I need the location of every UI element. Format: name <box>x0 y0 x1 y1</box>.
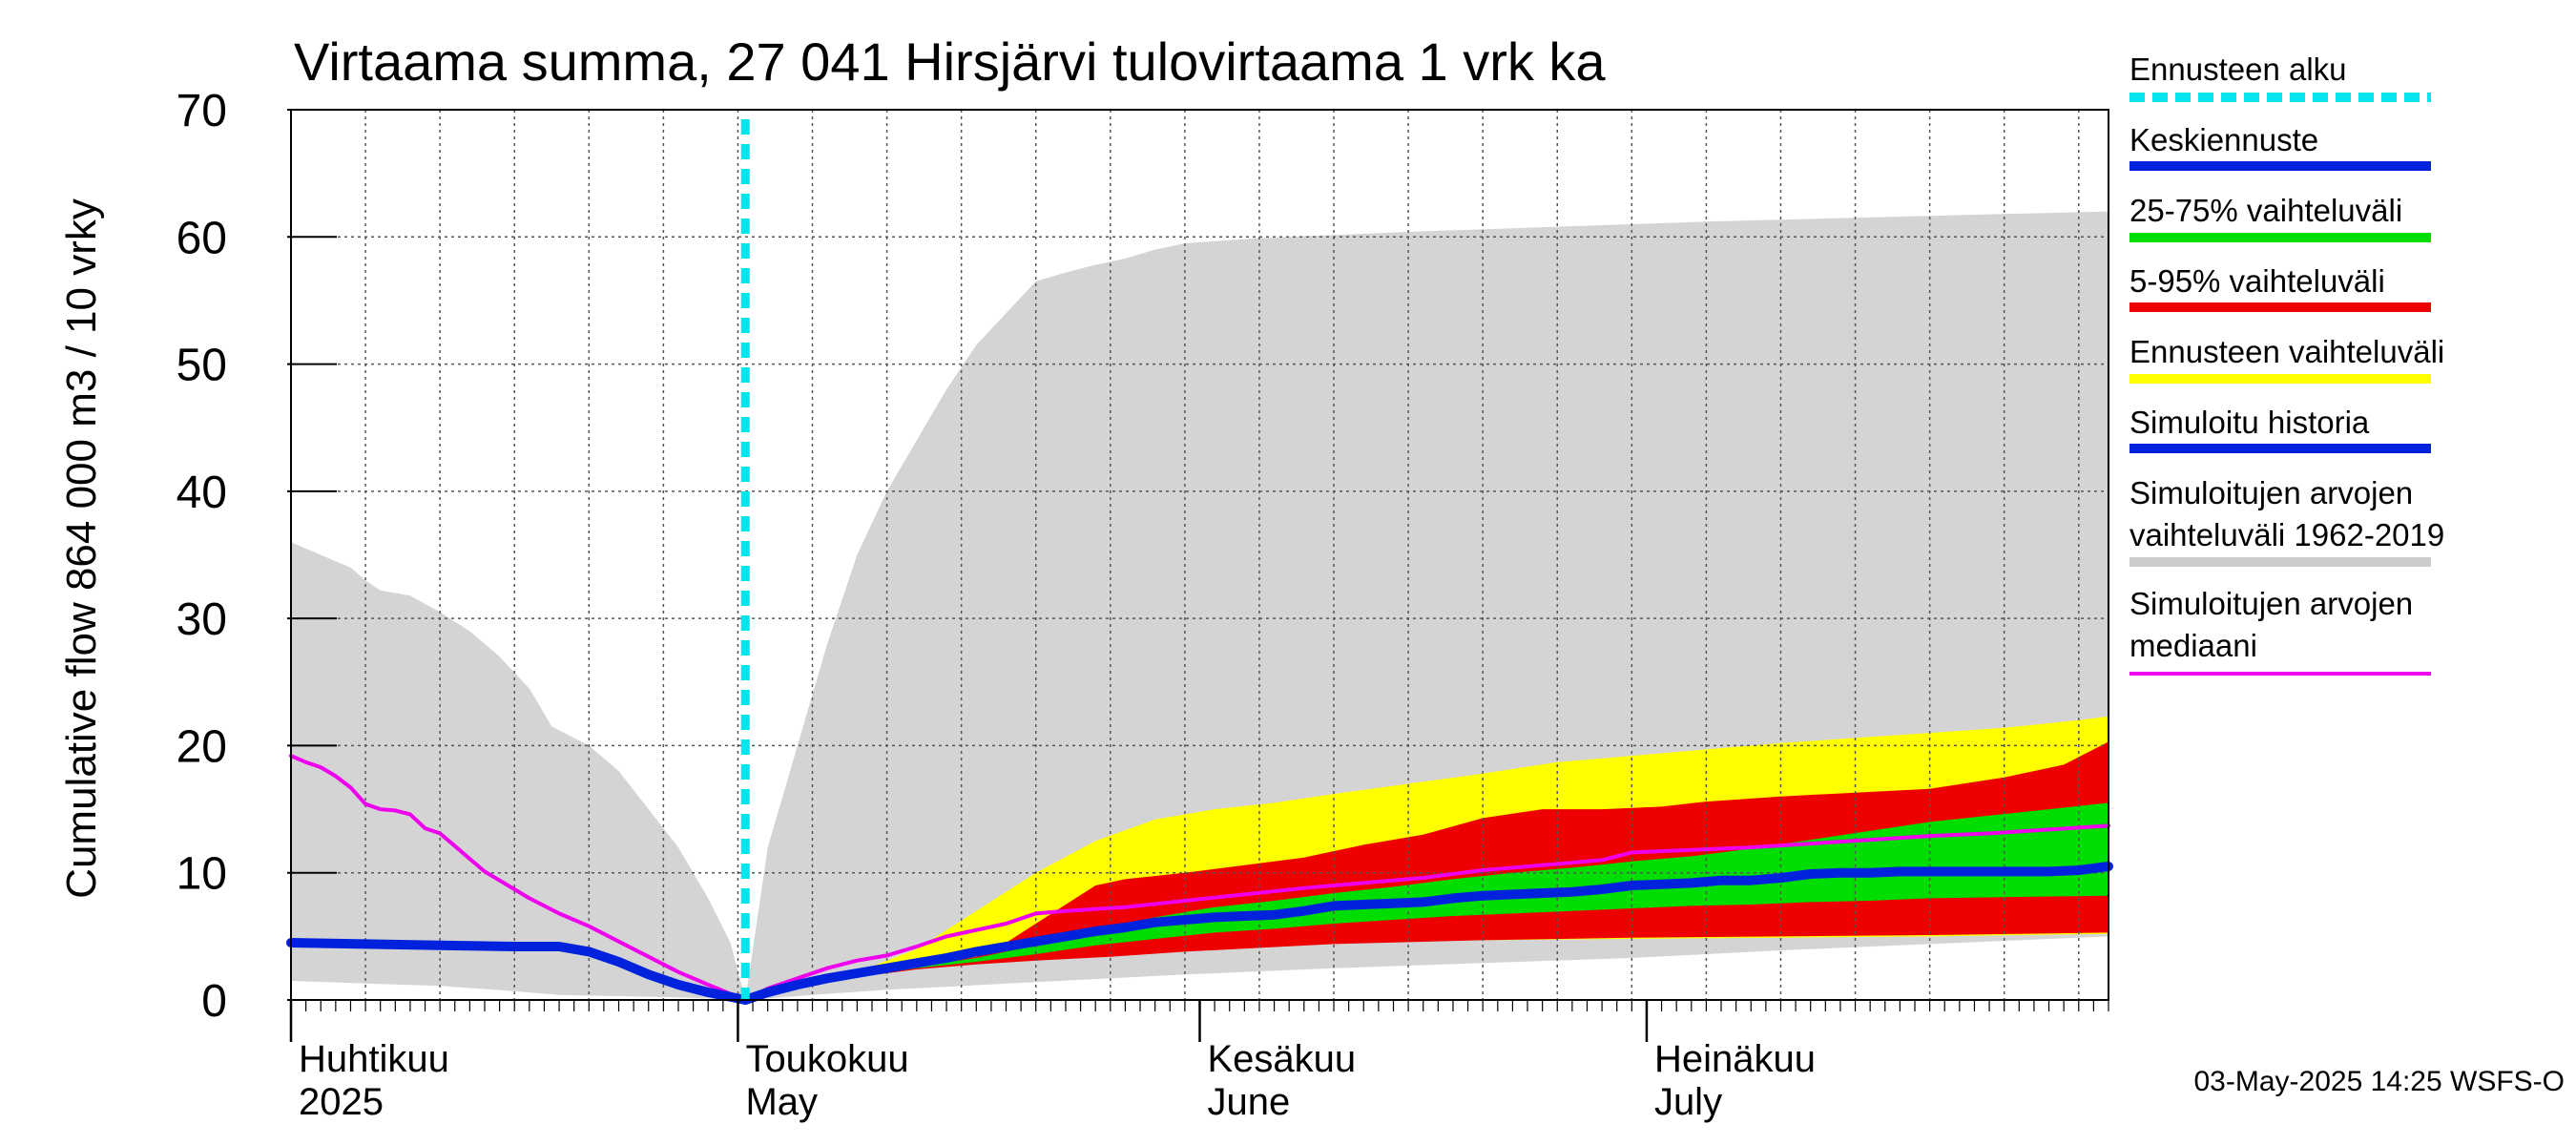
y-tick-label: 50 <box>177 341 227 391</box>
mean-forecast-line <box>740 862 2113 1005</box>
legend-label: Simuloitujen arvojen <box>2129 475 2413 510</box>
legend: Ennusteen alku Keskiennuste 25-75% vaihtel… <box>2129 52 2444 676</box>
month-label-fi: Kesäkuu <box>1208 1038 1357 1080</box>
legend-label: 25-75% vaihteluväli <box>2129 193 2402 228</box>
month-label-fi: Heinäkuu <box>1654 1038 1816 1080</box>
y-tick-label: 30 <box>177 594 227 645</box>
simulated-history-line <box>286 938 751 1005</box>
y-ticks: 0 10 20 30 40 50 60 70 <box>177 86 227 1027</box>
y-tick-label: 0 <box>201 976 227 1027</box>
y-tick-label: 60 <box>177 213 227 263</box>
y-axis-label: Cumulative flow 864 000 m3 / 10 vrky <box>58 198 105 899</box>
legend-label: Ennusteen alku <box>2129 52 2347 87</box>
month-label-en: May <box>745 1081 818 1123</box>
legend-label: vaihteluväli 1962-2019 <box>2129 517 2444 552</box>
month-label-fi: Huhtikuu <box>299 1038 449 1080</box>
chart-title: Virtaama summa, 27 041 Hirsjärvi tulovir… <box>294 31 1606 92</box>
y-tick-label: 70 <box>177 86 227 136</box>
y-tick-label: 20 <box>177 721 227 772</box>
month-label-fi: Toukokuu <box>745 1038 908 1080</box>
month-label-en: July <box>1654 1081 1722 1123</box>
month-label-en: 2025 <box>299 1081 384 1123</box>
legend-label: Simuloitu historia <box>2129 405 2370 440</box>
legend-label: Keskiennuste <box>2129 122 2318 157</box>
y-tick-label: 10 <box>177 849 227 900</box>
y-tick-label: 40 <box>177 468 227 518</box>
month-label-en: June <box>1208 1081 1291 1123</box>
median-line <box>289 754 2110 1002</box>
legend-label: Simuloitujen arvojen <box>2129 586 2413 621</box>
timestamp-footer: 03-May-2025 14:25 WSFS-O <box>2194 1066 2566 1097</box>
historical-range-band <box>291 542 746 1000</box>
plot-area <box>286 109 2113 1042</box>
legend-label: mediaani <box>2129 628 2257 663</box>
legend-label: Ennusteen vaihteluväli <box>2129 334 2444 369</box>
legend-label: 5-95% vaihteluväli <box>2129 263 2385 299</box>
